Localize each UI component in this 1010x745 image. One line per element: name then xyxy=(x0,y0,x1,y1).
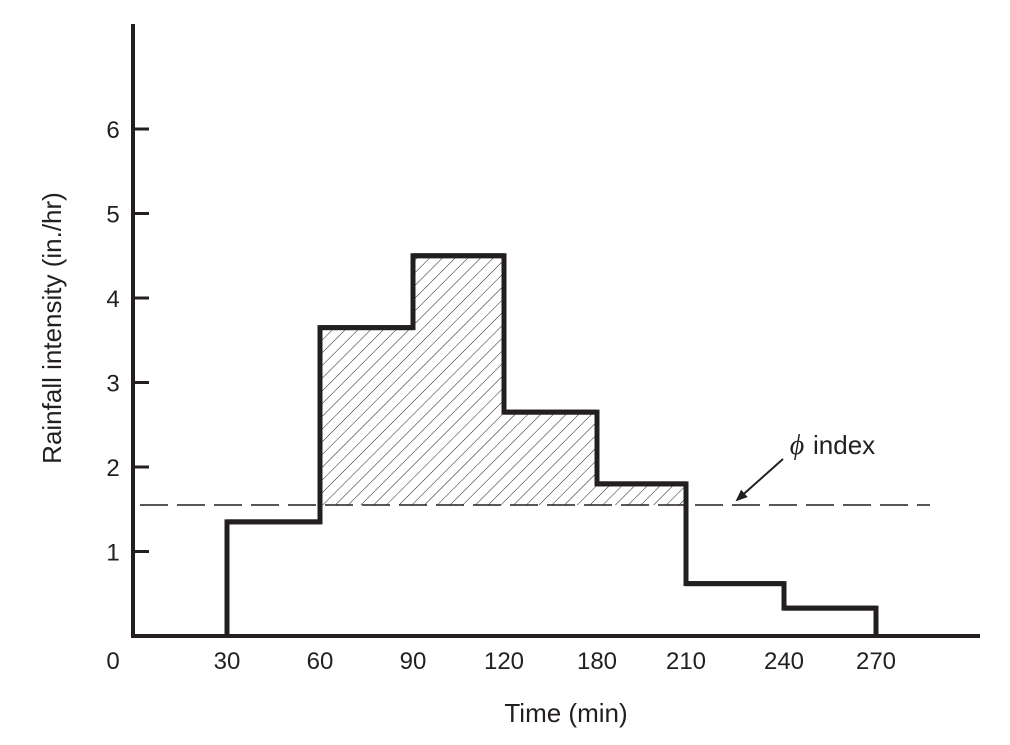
x-tick-label-180: 180 xyxy=(577,648,617,675)
y-axis-title: Rainfall intensity (in./hr) xyxy=(37,192,67,464)
x-axis-title: Time (min) xyxy=(504,698,627,728)
rainfall-steps xyxy=(224,253,879,636)
y-tick-label-4: 4 xyxy=(106,286,119,313)
origin-label: 0 xyxy=(106,648,119,675)
x-tick-label-30: 30 xyxy=(214,648,241,675)
x-tick-label-90: 90 xyxy=(400,648,427,675)
phi-symbol: ϕ xyxy=(790,430,805,461)
y-tick-label-3: 3 xyxy=(106,371,119,398)
axes xyxy=(131,24,980,638)
x-ticks: 30 60 90 120 180 210 240 270 xyxy=(214,648,896,675)
y-tick-label-6: 6 xyxy=(106,117,119,144)
y-tick-label-1: 1 xyxy=(106,540,119,567)
phi-arrow xyxy=(735,458,784,502)
y-ticks: 1 2 3 4 5 6 xyxy=(106,117,149,567)
phi-index-annotation: ϕ index xyxy=(735,430,875,502)
y-tick-label-5: 5 xyxy=(106,202,119,229)
excess-rainfall-region xyxy=(320,255,686,506)
x-tick-label-240: 240 xyxy=(764,648,804,675)
phi-index-label: index xyxy=(813,430,875,460)
excess-block-60-90 xyxy=(320,327,413,506)
excess-block-90-120 xyxy=(413,255,504,506)
excess-block-120-180 xyxy=(504,412,597,506)
x-tick-label-120: 120 xyxy=(484,648,524,675)
y-tick-label-2: 2 xyxy=(106,455,119,482)
x-tick-label-270: 270 xyxy=(856,648,896,675)
excess-block-180-210 xyxy=(597,483,686,506)
x-tick-label-60: 60 xyxy=(307,648,334,675)
x-tick-label-210: 210 xyxy=(666,648,706,675)
